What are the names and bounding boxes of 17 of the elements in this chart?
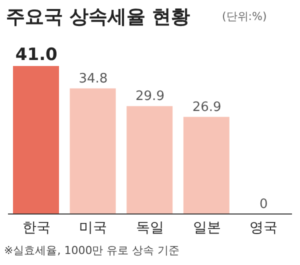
text: ※실효세율, 1000만 유로 상속 기준	[4, 243, 180, 258]
x-tick-label: 한국	[22, 220, 50, 236]
bar	[183, 116, 230, 214]
x-tick-label: 미국	[79, 220, 108, 236]
x-tick-label: 일본	[192, 220, 221, 236]
data-label: 34.8	[78, 71, 108, 86]
data-label: 0	[259, 197, 268, 212]
chart-subtitle: (단위:%)	[222, 9, 267, 24]
bar	[126, 106, 173, 214]
x-tick-label: 영국	[250, 220, 278, 236]
data-label: 29.9	[136, 89, 164, 104]
data-label: 26.9	[192, 100, 222, 115]
bar	[13, 66, 59, 214]
data-label: 41.0	[15, 45, 58, 65]
bar	[70, 88, 116, 214]
chart-title: 주요국 상속세율 현황	[6, 5, 190, 30]
x-tick-label: 독일	[136, 220, 164, 236]
